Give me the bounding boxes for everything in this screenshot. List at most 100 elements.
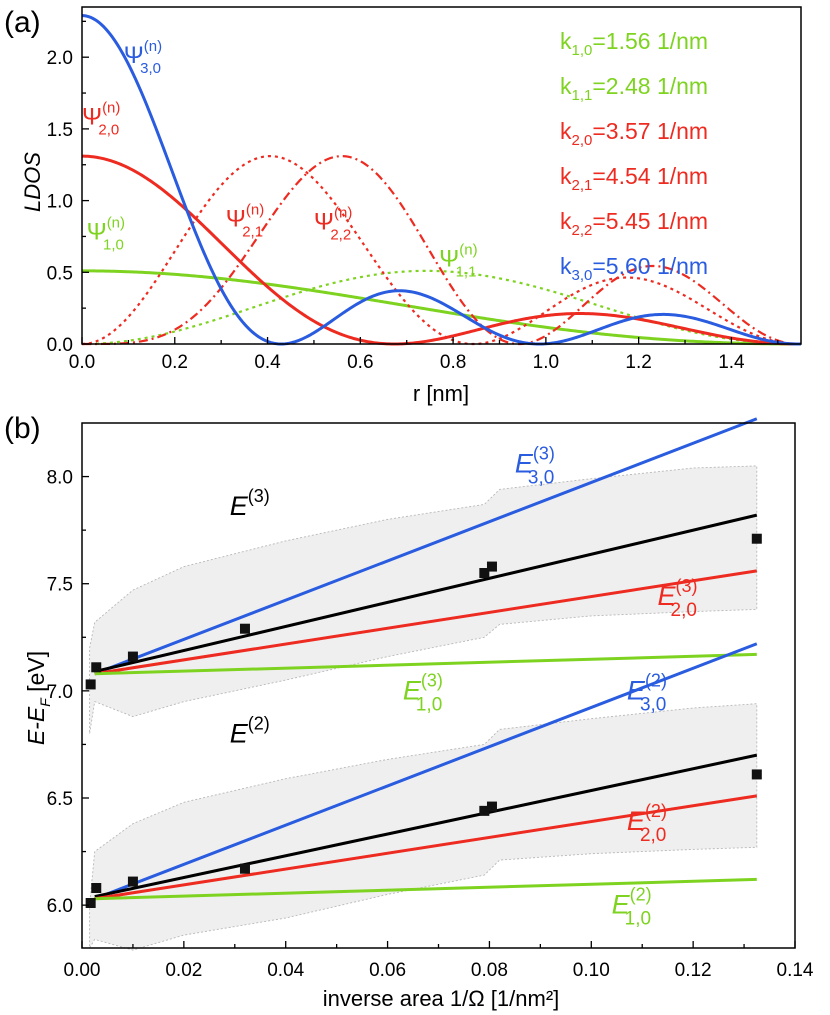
energy-label-symbol: E xyxy=(627,806,646,836)
panel-b-x-tick-label: 0.12 xyxy=(675,960,712,981)
energy-label-symbol: E xyxy=(230,491,249,521)
panel-a-x-tick-label: 1.2 xyxy=(625,352,651,373)
curve-label-psi-1-1: Ψ(n) 1,1 xyxy=(439,242,477,281)
panel-a-x-axis-label: r [nm] xyxy=(413,381,469,406)
panel-b-axes: 0.00 0.02 0.04 0.06 0.08 0.10 0.12 0.14 6.0 6.5 7.… xyxy=(47,422,814,981)
panel-b-x-tick-label: 0.02 xyxy=(165,960,202,981)
panel-b-x-tick-label: 0.10 xyxy=(573,960,610,981)
panel-a-x-tick-label: 0.4 xyxy=(254,352,281,373)
curve-label-subscript: 1,0 xyxy=(103,236,124,253)
energy-label-subscript: 2,0 xyxy=(640,825,666,846)
panel-a-y-axis-label: LDOS xyxy=(20,152,45,212)
curve-label-symbol: Ψ xyxy=(226,205,246,232)
panel-b-x-tick-label: 0.08 xyxy=(471,960,508,981)
data-point xyxy=(751,533,762,544)
panel-b-x-axis-label: inverse area 1/Ω [1/nm²] xyxy=(323,986,560,1011)
energy-label-symbol: E xyxy=(627,675,646,705)
curve-label-psi-2-0: Ψ(n) 2,0 xyxy=(82,100,120,139)
k-value-text: =5.45 1/nm xyxy=(592,208,708,234)
energy-label-symbol: E xyxy=(403,675,422,705)
energy-label-superscript: (2) xyxy=(645,801,667,821)
energy-label-total-2: E(2) xyxy=(230,713,270,748)
k-value-1-1: k1,1=2.48 1/nm xyxy=(560,73,708,104)
energy-line-e-3-0-2 xyxy=(94,642,758,901)
panel-a-frame xyxy=(81,6,802,345)
panel-b-x-axis-label-text: inverse area 1/Ω [1/nm²] xyxy=(323,986,560,1011)
data-point xyxy=(239,863,250,874)
panel-a-x-tick-label: 0.8 xyxy=(440,352,466,373)
panel-b-y-axis-label-main: E-E xyxy=(23,706,49,745)
k-value-symbol: k xyxy=(560,73,572,99)
data-point xyxy=(85,679,96,690)
panel-b-y-axis-label-unit: [eV] xyxy=(23,651,49,698)
k-value-subscript: 2,0 xyxy=(572,132,593,149)
panel-a-y-tick-label: 2.0 xyxy=(47,48,73,69)
energy-label-superscript: (3) xyxy=(676,576,698,596)
panel-a-data-layer xyxy=(81,14,802,346)
curve-label-subscript: 1,1 xyxy=(456,264,477,281)
panel-b-y-tick-label: 6.0 xyxy=(47,896,73,917)
ldos-curve-psi-1-1 xyxy=(82,269,802,346)
k-value-subscript: 1,1 xyxy=(572,87,593,104)
curve-label-psi-2-2: Ψ(n) 2,2 xyxy=(314,204,352,243)
panel-b-labels: E(3) 3,0E(3)E(3) 2,0E(3) 1,0 E(2) 3,0E(2)E(2)… xyxy=(230,443,698,929)
k-value-2-0: k2,0=3.57 1/nm xyxy=(560,118,708,149)
k-value-symbol: k xyxy=(560,253,572,279)
energy-line-e-2-0-3 xyxy=(94,569,758,676)
energy-line-e-2 xyxy=(94,753,758,899)
energy-label-subscript: 3,0 xyxy=(640,694,666,715)
k-value-subscript: 2,1 xyxy=(572,177,593,194)
k-value-text: =3.57 1/nm xyxy=(592,118,708,144)
panel-b-y-axis-label-sub: F xyxy=(37,697,53,707)
curve-label-superscript: (n) xyxy=(144,38,162,55)
data-point xyxy=(85,898,96,908)
curve-label-symbol: Ψ xyxy=(82,104,102,131)
panel-b-x-tick-label: 0.04 xyxy=(267,960,304,981)
energy-label-superscript: (2) xyxy=(645,670,667,690)
curve-label-symbol: Ψ xyxy=(314,208,334,235)
k-value-symbol: k xyxy=(560,208,572,234)
k-value-text: =4.54 1/nm xyxy=(592,163,708,189)
energy-label-3-0-2: E(2) 3,0 xyxy=(627,670,667,715)
energy-label-subscript: 1,0 xyxy=(625,909,651,930)
energy-label-1-0-3: E(3) 1,0 xyxy=(403,670,443,715)
data-point xyxy=(479,568,490,578)
k-value-symbol: k xyxy=(560,163,572,189)
panel-b-x-tick-label: 0.00 xyxy=(64,960,101,981)
curve-label-subscript: 2,0 xyxy=(98,122,119,139)
panel-a-y-tick-label: 1.0 xyxy=(47,192,73,213)
ldos-curve-psi-1-0 xyxy=(81,269,801,346)
k-value-subscript: 1,0 xyxy=(572,42,593,59)
curve-label-psi-2-1: Ψ(n) 2,1 xyxy=(226,201,264,240)
panel-a-x-tick-label: 1.4 xyxy=(718,352,745,373)
energy-label-superscript: (3) xyxy=(421,670,443,690)
curve-label-symbol: Ψ xyxy=(124,42,144,69)
ldos-curve-psi-3-0 xyxy=(81,14,802,346)
curve-label-symbol: Ψ xyxy=(87,218,107,245)
energy-label-total-3: E(3) xyxy=(230,486,270,521)
panel-b-data-layer xyxy=(85,417,762,951)
energy-line-e-3-0-3 xyxy=(94,417,758,676)
energy-line-e-1-0-2 xyxy=(94,877,757,901)
k-value-3-0: k3,0=5.60 1/nm xyxy=(560,253,708,284)
panel-a-tag: (a) xyxy=(4,6,41,39)
energy-label-3-0-3: E(3) 3,0 xyxy=(515,443,555,488)
curve-label-subscript: 2,1 xyxy=(242,223,263,240)
panel-b-tag: (b) xyxy=(4,412,41,445)
curve-label-psi-3-0: Ψ(n) 3,0 xyxy=(124,38,162,77)
curve-label-superscript: (n) xyxy=(102,100,120,117)
ldos-curve-psi-2-2 xyxy=(82,155,802,346)
data-point xyxy=(486,561,497,572)
energy-label-2-0-3: E(3) 2,0 xyxy=(657,576,697,621)
data-point xyxy=(91,883,102,893)
panel-b-y-tick-label: 7.0 xyxy=(47,682,73,703)
energy-label-symbol: E xyxy=(612,890,631,920)
panel-b-y-tick-label: 8.0 xyxy=(47,468,73,489)
energy-label-1-0-2: E(2) 1,0 xyxy=(612,885,652,930)
curve-label-symbol: Ψ xyxy=(439,246,459,273)
k-value-text: =5.60 1/nm xyxy=(592,253,708,279)
energy-line-e-3 xyxy=(94,513,758,674)
energy-label-superscript: (3) xyxy=(248,486,270,506)
panel-a-x-tick-label: 1.0 xyxy=(533,352,559,373)
panel-b-x-tick-label: 0.14 xyxy=(777,960,814,981)
